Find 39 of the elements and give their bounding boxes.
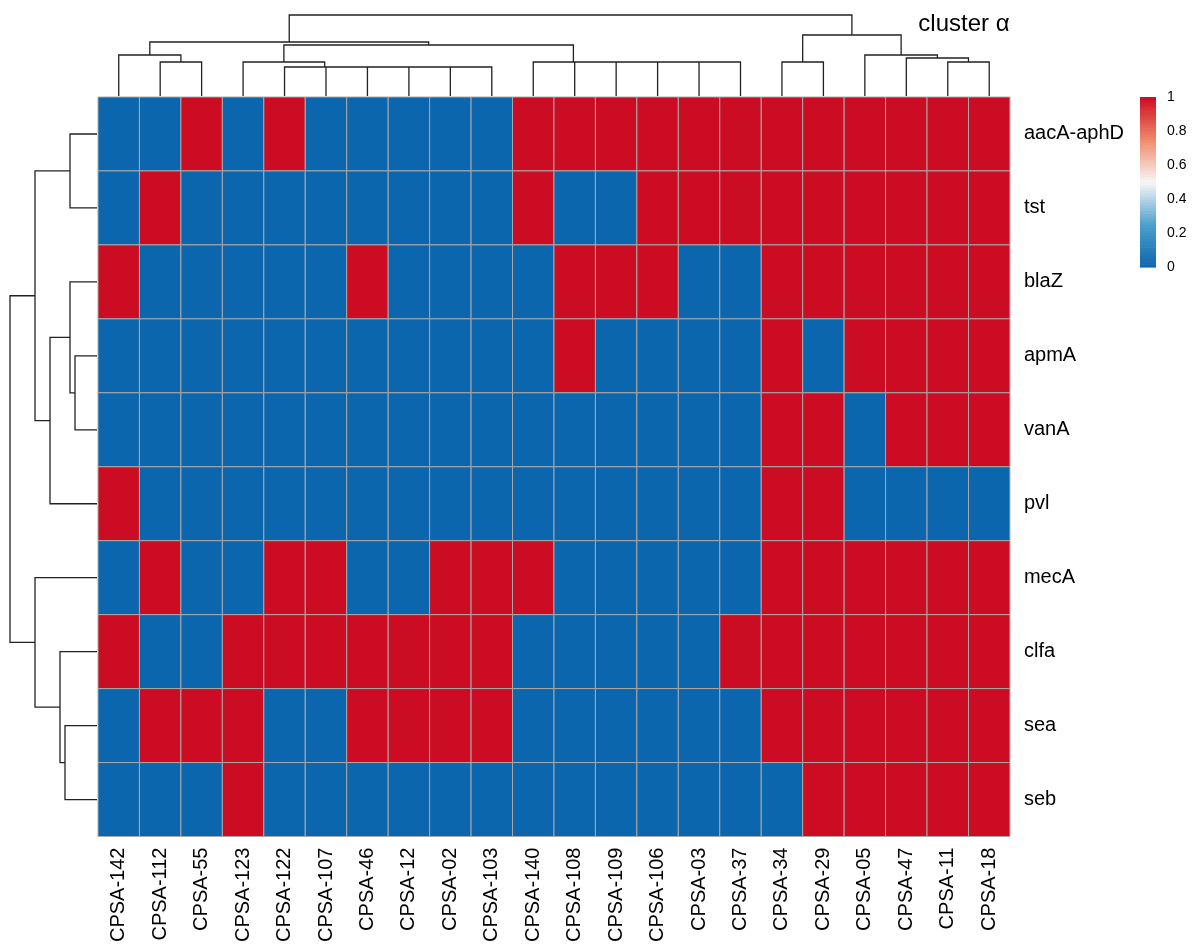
y-tick-label: pvl <box>1023 491 1050 514</box>
x-tick-label: CPSA-18 <box>976 847 999 931</box>
x-tick-label: CPSA-47 <box>893 847 916 931</box>
y-tick-label: tst <box>1023 195 1046 218</box>
x-tick-label: CPSA-03 <box>686 847 709 931</box>
y-tick-label: vanA <box>1023 417 1071 440</box>
color-bar-label: 1 <box>1167 87 1175 104</box>
y-tick-label: sea <box>1023 713 1058 736</box>
x-tick-label: CPSA-109 <box>603 847 626 943</box>
x-tick-label: CPSA-142 <box>106 847 129 943</box>
text: cluster α <box>918 8 1010 36</box>
x-tick-label: CPSA-11 <box>935 847 958 930</box>
y-tick-label: mecA <box>1023 565 1076 588</box>
y-tick-label: apmA <box>1023 343 1077 366</box>
y-tick-label: seb <box>1023 787 1057 810</box>
x-tick-label: CPSA-140 <box>520 847 543 943</box>
x-tick-label: CPSA-05 <box>852 847 875 931</box>
x-tick-label: CPSA-108 <box>562 847 585 943</box>
y-tick-label: clfa <box>1023 639 1056 662</box>
x-tick-label: CPSA-103 <box>479 847 502 943</box>
x-tick-label: CPSA-02 <box>437 847 460 931</box>
x-tick-label: CPSA-122 <box>272 847 295 943</box>
x-tick-label: CPSA-29 <box>810 847 833 931</box>
x-tick-label: CPSA-107 <box>313 847 336 943</box>
x-tick-label: CPSA-37 <box>728 847 751 931</box>
x-tick-label: CPSA-34 <box>769 847 792 931</box>
x-tick-label: CPSA-123 <box>230 847 253 943</box>
y-tick-label: blaZ <box>1023 269 1063 292</box>
x-tick-label: CPSA-112 <box>147 847 170 941</box>
x-tick-label: CPSA-12 <box>396 847 419 931</box>
x-tick-label: CPSA-106 <box>645 847 668 943</box>
color-bar-label: 0 <box>1167 257 1175 274</box>
y-tick-label: aacA-aphD <box>1023 121 1124 144</box>
color-bar-label: 0.6 <box>1167 155 1187 172</box>
x-tick-label: CPSA-46 <box>354 847 377 931</box>
color-bar-label: 0.2 <box>1167 223 1187 240</box>
x-tick-label: CPSA-55 <box>189 847 212 931</box>
color-bar-label: 0.4 <box>1167 189 1187 206</box>
color-bar-label: 0.8 <box>1167 121 1187 138</box>
